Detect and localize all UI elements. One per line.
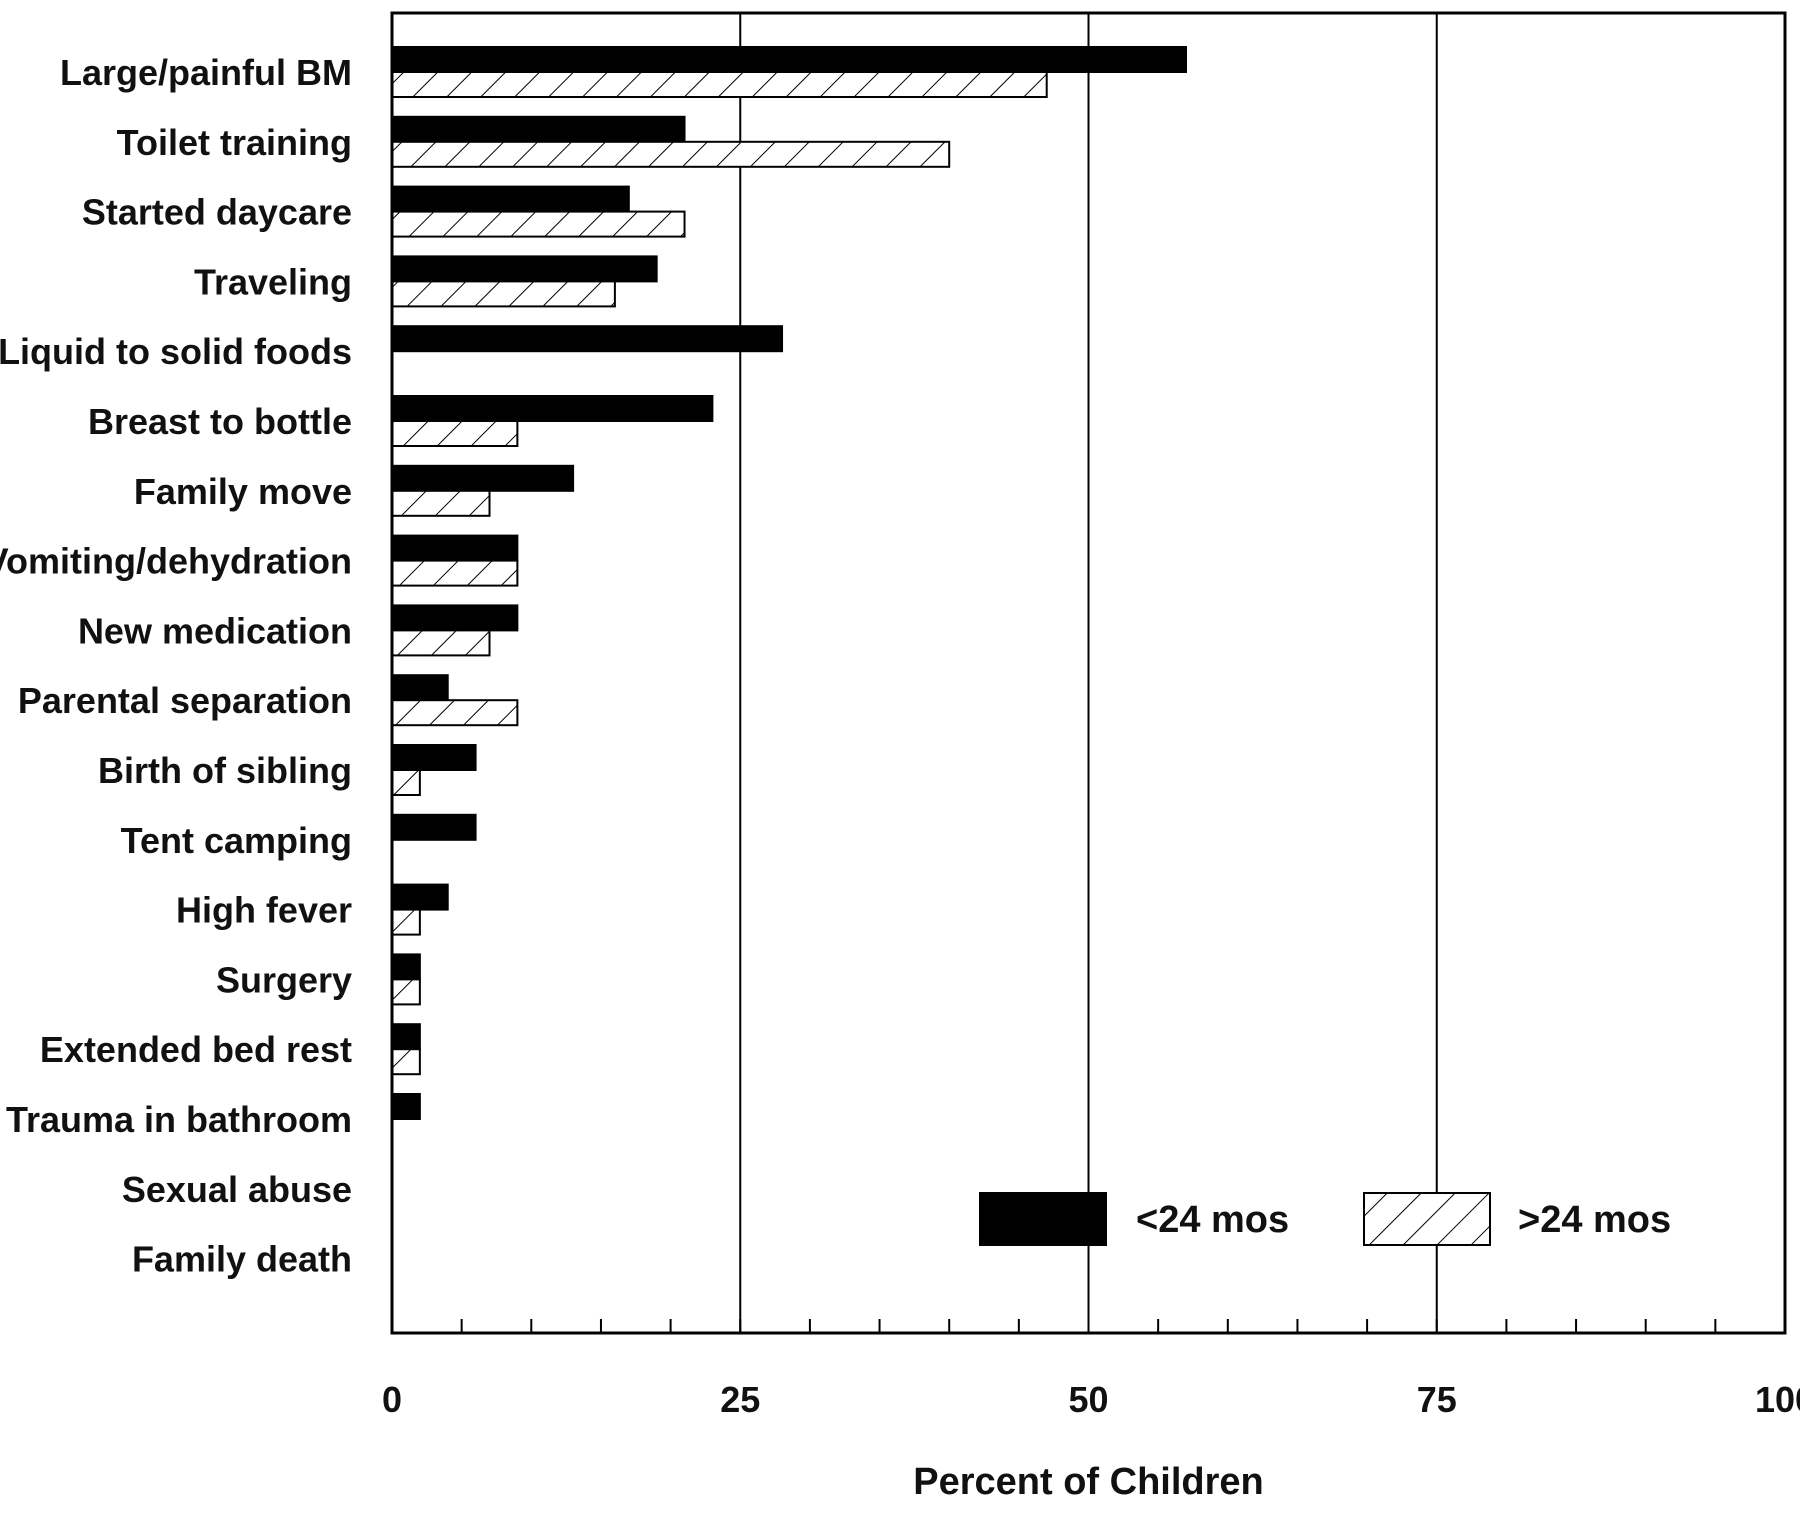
category-label: New medication	[78, 610, 352, 651]
category-label: Trauma in bathroom	[6, 1099, 352, 1140]
category-label: Sexual abuse	[122, 1169, 352, 1210]
legend-label-over-24: >24 mos	[1518, 1199, 1671, 1241]
category-label: Toilet training	[117, 122, 352, 163]
bar-under-24	[391, 883, 449, 911]
legend-label-under-24: <24 mos	[1136, 1199, 1289, 1241]
bar-over-24	[391, 978, 421, 1006]
category-label: Parental separation	[18, 680, 352, 721]
x-tick-label: 50	[1068, 1379, 1108, 1420]
bar-over-24	[391, 699, 519, 727]
category-label: Tent camping	[121, 820, 352, 861]
bar-over-24	[391, 629, 491, 657]
x-tick-label: 100	[1755, 1379, 1800, 1420]
category-label: Surgery	[216, 959, 352, 1000]
bar-under-24	[391, 395, 714, 422]
bar-under-24	[391, 115, 686, 143]
bar-over-24	[391, 140, 951, 168]
category-label: Family death	[132, 1239, 352, 1280]
legend-swatch-under-24	[979, 1192, 1107, 1246]
bar-over-24	[391, 71, 1048, 98]
bar-under-24	[391, 464, 575, 492]
category-label: Large/painful BM	[60, 52, 352, 93]
x-axis-title: Percent of Children	[913, 1461, 1264, 1503]
bar-over-24	[391, 489, 491, 517]
category-label: Extended bed rest	[40, 1029, 352, 1070]
bar-under-24	[391, 744, 477, 771]
category-label: Liquid to solid foods	[0, 331, 352, 372]
bar-under-24	[391, 604, 519, 632]
category-label: Traveling	[194, 261, 352, 302]
bar-over-24	[391, 559, 519, 587]
bar-under-24	[391, 1023, 421, 1051]
bar-under-24	[391, 46, 1188, 73]
bar-over-24	[391, 420, 519, 447]
category-labels: Large/painful BM Toilet training Started d…	[0, 52, 352, 1280]
legend-swatch-over-24	[1363, 1192, 1491, 1246]
bar-under-24	[391, 185, 630, 213]
x-tick-label: 0	[382, 1379, 402, 1420]
bar-under-24	[391, 674, 449, 702]
x-tick-labels: 0 25 50 75 100	[382, 1379, 1800, 1420]
x-tick-label: 75	[1417, 1379, 1457, 1420]
bar-under-24	[391, 813, 477, 841]
bar-over-24	[391, 1048, 421, 1076]
bar-under-24	[391, 953, 421, 981]
grid-lines	[739, 13, 1438, 1333]
bar-under-24	[391, 255, 658, 283]
category-label: Breast to bottle	[88, 401, 352, 442]
bar-over-24	[391, 769, 421, 796]
bar-under-24	[391, 1093, 421, 1120]
bar-under-24	[391, 534, 519, 562]
category-label: High fever	[176, 890, 352, 931]
category-label: Started daycare	[82, 192, 352, 233]
category-label: Family move	[134, 471, 352, 512]
legend: <24 mos >24 mos	[979, 1192, 1671, 1246]
bars	[391, 46, 1188, 1120]
bar-over-24	[391, 280, 616, 308]
bar-over-24	[391, 210, 686, 238]
bar-under-24	[391, 325, 784, 353]
category-label: Vomiting/dehydration	[0, 541, 352, 582]
x-axis-ticks	[460, 1319, 1717, 1333]
x-tick-label: 25	[720, 1379, 760, 1420]
category-label: Birth of sibling	[98, 750, 352, 791]
bar-over-24	[391, 908, 421, 936]
